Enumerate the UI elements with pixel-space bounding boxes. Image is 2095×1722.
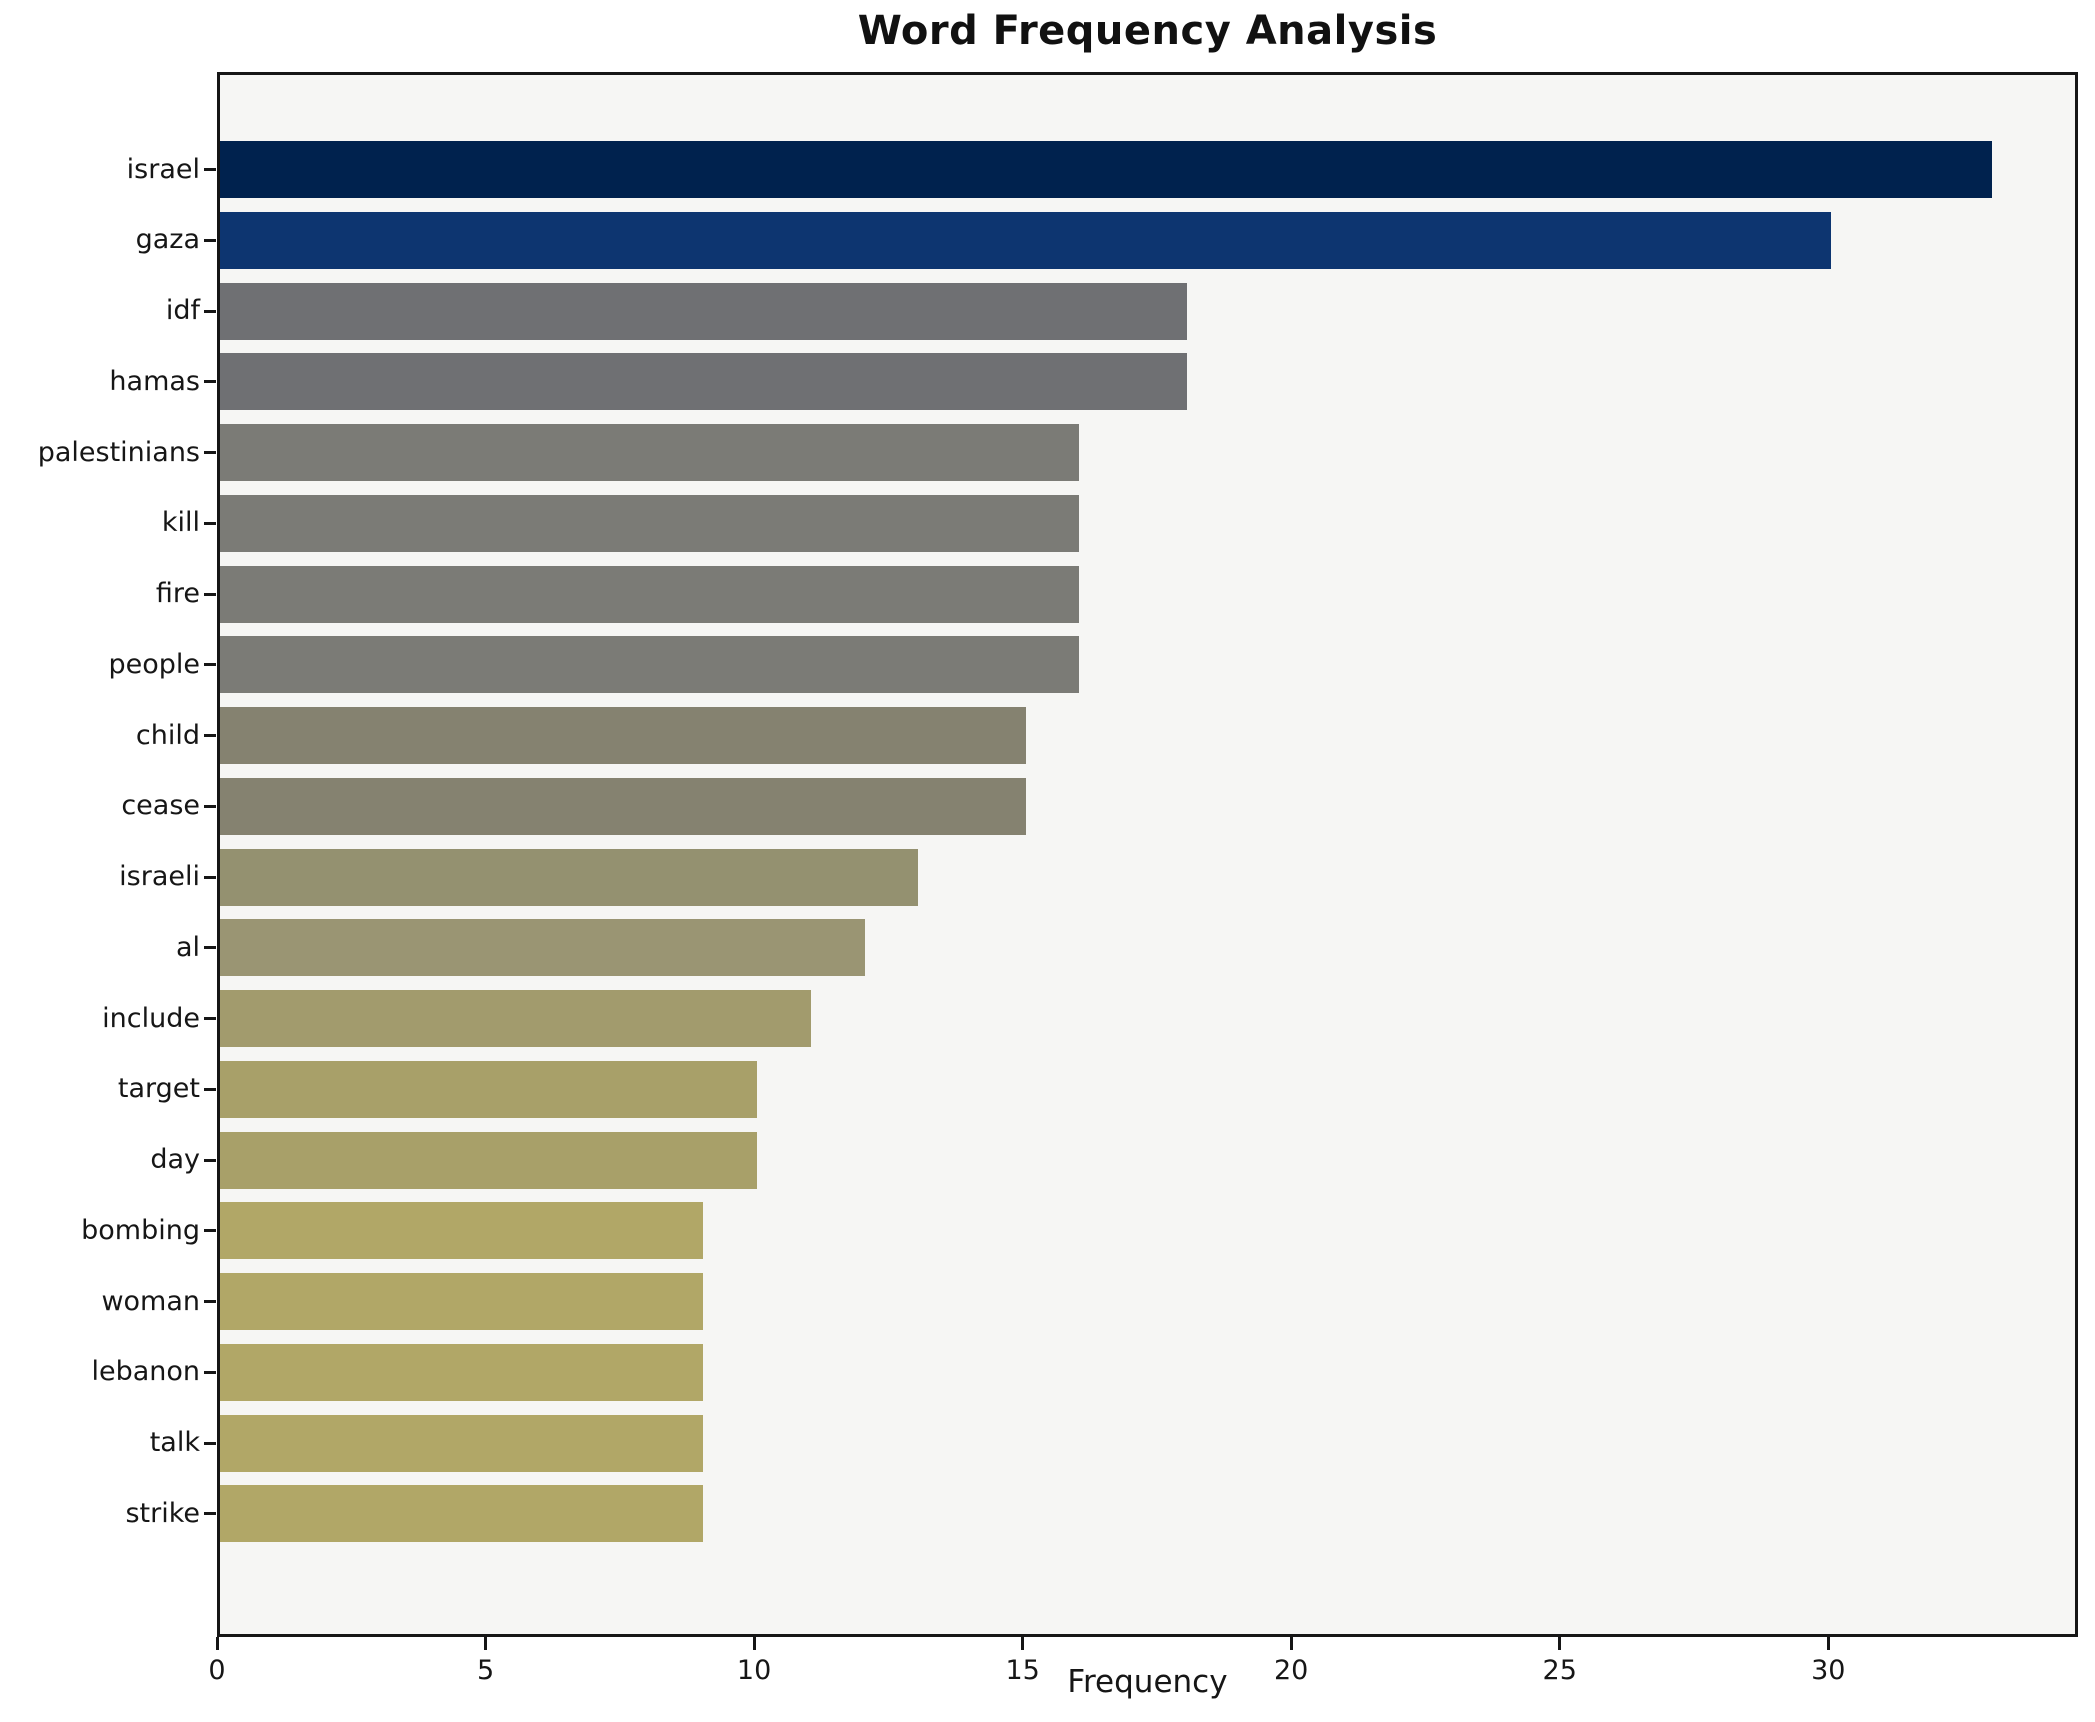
bar-israel	[220, 141, 1992, 198]
y-tick-label-child: child	[135, 719, 200, 751]
bar-target	[220, 1060, 757, 1118]
x-tick-label-25: 25	[1542, 1655, 1577, 1686]
x-tick-mark-5	[484, 1637, 488, 1650]
y-tick-label-talk: talk	[149, 1427, 200, 1458]
y-tick-mark-day	[204, 1158, 216, 1162]
bar-people	[220, 636, 1079, 694]
y-tick-label-strike: strike	[125, 1497, 200, 1529]
x-tick-mark-20	[1289, 1637, 1293, 1650]
y-tick-mark-strike	[204, 1512, 216, 1516]
bar-idf	[220, 282, 1187, 340]
bar-day	[220, 1131, 757, 1189]
y-tick-label-target: target	[117, 1073, 200, 1105]
plot-area	[217, 72, 2078, 1637]
y-tick-mark-talk	[204, 1441, 216, 1445]
y-tick-label-kill: kill	[161, 507, 200, 539]
y-tick-label-people: people	[108, 648, 200, 680]
y-tick-label-al: al	[175, 931, 200, 963]
x-tick-label-20: 20	[1273, 1655, 1309, 1686]
y-tick-label-israel: israel	[126, 153, 200, 185]
y-tick-label-bombing: bombing	[81, 1214, 200, 1246]
x-tick-label-10: 10	[736, 1655, 772, 1686]
y-tick-label-palestinians: palestinians	[37, 436, 200, 468]
bar-lebanon	[220, 1343, 703, 1401]
y-tick-label-idf: idf	[165, 295, 200, 326]
x-tick-mark-0	[215, 1637, 219, 1650]
x-tick-mark-25	[1558, 1637, 1562, 1650]
y-tick-label-cease: cease	[121, 790, 200, 822]
bar-bombing	[220, 1202, 703, 1260]
y-tick-mark-cease	[204, 804, 216, 808]
y-tick-mark-bombing	[204, 1229, 216, 1233]
y-tick-mark-israeli	[204, 875, 216, 879]
y-tick-label-gaza: gaza	[135, 224, 200, 256]
y-tick-mark-fire	[204, 592, 216, 596]
bar-talk	[220, 1414, 703, 1472]
bar-cease	[220, 777, 1026, 835]
y-tick-mark-lebanon	[204, 1370, 216, 1374]
x-tick-mark-15	[1021, 1637, 1025, 1650]
bar-israeli	[220, 848, 918, 906]
y-tick-mark-gaza	[204, 238, 216, 242]
y-tick-mark-people	[204, 663, 216, 667]
bar-gaza	[220, 211, 1831, 269]
y-tick-mark-idf	[204, 309, 216, 313]
y-tick-label-include: include	[102, 1002, 200, 1034]
y-tick-label-israeli: israeli	[119, 861, 200, 892]
y-tick-mark-target	[204, 1087, 216, 1091]
y-tick-mark-include	[204, 1017, 216, 1020]
bar-palestinians	[220, 424, 1079, 481]
x-tick-label-0: 0	[208, 1655, 226, 1686]
x-tick-label-15: 15	[1005, 1655, 1040, 1686]
y-tick-label-fire: fire	[155, 578, 200, 609]
bar-woman	[220, 1273, 703, 1330]
y-tick-mark-child	[204, 734, 216, 737]
x-axis-label: Frequency	[1067, 1664, 1228, 1700]
y-tick-mark-al	[204, 946, 216, 950]
y-tick-label-woman: woman	[101, 1285, 200, 1317]
x-tick-label-30: 30	[1811, 1655, 1846, 1686]
bar-hamas	[220, 353, 1187, 411]
y-tick-label-hamas: hamas	[109, 365, 200, 397]
y-tick-mark-palestinians	[204, 451, 216, 454]
x-tick-mark-30	[1826, 1637, 1830, 1650]
y-tick-label-lebanon: lebanon	[91, 1356, 200, 1388]
bar-include	[220, 990, 811, 1047]
chart-title: Word Frequency Analysis	[857, 8, 1438, 54]
bar-kill	[220, 494, 1079, 552]
y-tick-label-day: day	[150, 1144, 200, 1175]
bar-child	[220, 707, 1026, 764]
bar-fire	[220, 565, 1079, 623]
y-tick-mark-kill	[204, 521, 216, 525]
x-tick-mark-10	[752, 1637, 756, 1650]
y-tick-mark-woman	[204, 1300, 216, 1303]
bar-al	[220, 919, 865, 977]
x-tick-label-5: 5	[476, 1655, 495, 1686]
y-tick-mark-hamas	[204, 380, 216, 384]
y-tick-mark-israel	[204, 168, 216, 171]
bar-strike	[220, 1485, 703, 1543]
